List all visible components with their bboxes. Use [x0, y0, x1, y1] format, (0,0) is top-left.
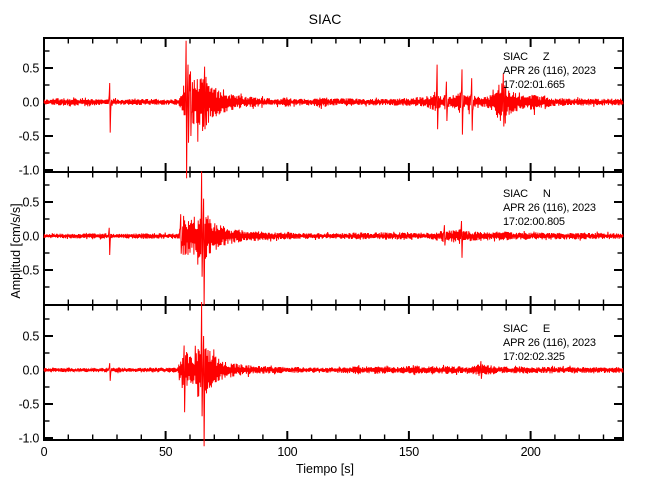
station-label: SIAC: [503, 51, 528, 63]
trace-date: APR 26 (116), 2023: [503, 202, 596, 214]
page-title: SIAC: [308, 11, 342, 27]
trace-start-time: 17:02:00.805: [503, 216, 565, 228]
y-tick-label: -0.5: [19, 264, 40, 278]
x-tick-label: 0: [41, 445, 48, 459]
trace-date: APR 26 (116), 2023: [503, 337, 596, 349]
component-label: N: [542, 188, 551, 200]
trace-date: APR 26 (116), 2023: [503, 65, 596, 77]
x-tick-label: 50: [159, 445, 173, 459]
panel-annotation-n: SIAC N APR 26 (116), 2023 17:02:00.805: [503, 187, 596, 229]
waveform-trace-z: [43, 40, 624, 179]
y-tick-label: 0.5: [23, 196, 40, 210]
y-tick-label: -1.0: [19, 432, 40, 446]
panel-annotation-e: SIAC E APR 26 (116), 2023 17:02:02.325: [503, 322, 596, 364]
y-tick-label: 0.5: [23, 62, 40, 76]
y-tick-label: -0.5: [19, 398, 40, 412]
panel-annotation-z: SIAC Z APR 26 (116), 2023 17:02:01.665: [503, 50, 596, 92]
y-tick-label: 0.0: [23, 230, 40, 244]
trace-start-time: 17:02:01.665: [503, 79, 565, 91]
y-tick-label: 0.0: [23, 96, 40, 110]
trace-id-line: SIAC E: [503, 322, 596, 336]
x-axis-label: Tiempo [s]: [296, 462, 354, 476]
x-tick-label: 150: [399, 445, 419, 459]
y-axis-label: Amplitud [cm/s/s]: [9, 203, 23, 299]
y-tick-label: 0.5: [23, 330, 40, 344]
y-tick-label: -0.5: [19, 130, 40, 144]
waveform-trace-n: [43, 171, 624, 306]
station-label: SIAC: [503, 188, 528, 200]
y-tick-label: 0.0: [23, 364, 40, 378]
x-tick-label: 100: [277, 445, 297, 459]
x-tick-label: 200: [521, 445, 541, 459]
station-label: SIAC: [503, 323, 528, 335]
waveform-trace-e: [43, 301, 624, 447]
component-label: Z: [542, 51, 550, 63]
trace-id-line: SIAC N: [503, 187, 596, 201]
component-label: E: [542, 323, 551, 335]
y-tick-label: -1.0: [19, 164, 40, 178]
trace-id-line: SIAC Z: [503, 50, 596, 64]
trace-start-time: 17:02:02.325: [503, 351, 565, 363]
